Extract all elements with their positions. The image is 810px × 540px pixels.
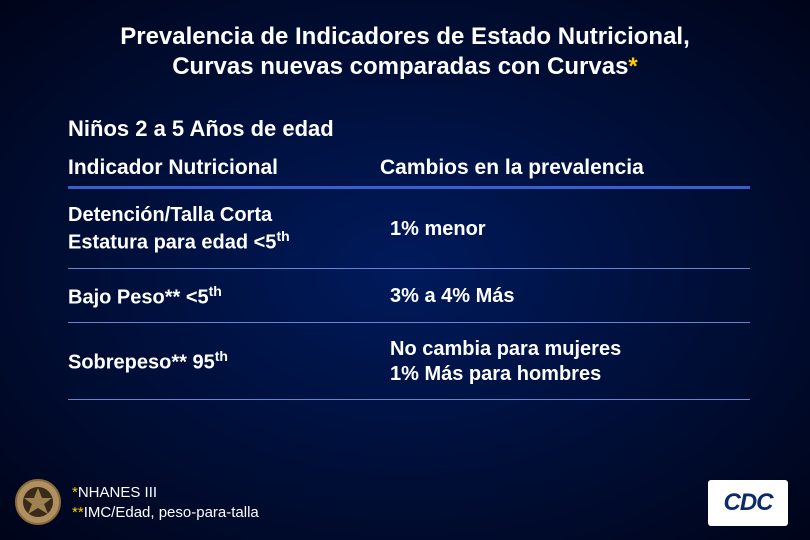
seal-icon xyxy=(14,478,62,526)
title-line1: Prevalencia de Indicadores de Estado Nut… xyxy=(120,23,690,50)
footnote-2: **IMC/Edad, peso-para-talla xyxy=(72,503,259,523)
title-asterisk: * xyxy=(628,53,637,80)
table-row: Detención/Talla CortaEstatura para edad … xyxy=(68,189,750,269)
cdc-logo: CDC xyxy=(708,480,788,526)
cell-indicator: Bajo Peso** <5th xyxy=(68,283,368,311)
footnotes: *NHANES III **IMC/Edad, peso-para-talla xyxy=(72,483,259,522)
header-change: Cambios en la prevalencia xyxy=(368,156,750,180)
cell-change: 3% a 4% Más xyxy=(368,284,750,309)
cell-indicator: Detención/Talla CortaEstatura para edad … xyxy=(68,203,368,256)
footnote-1: *NHANES III xyxy=(72,483,259,503)
table-row: Bajo Peso** <5th 3% a 4% Más xyxy=(68,269,750,324)
title-line2: Curvas nuevas comparadas con Curvas xyxy=(172,53,628,80)
footnote-2-star: ** xyxy=(72,504,84,521)
subtitle: Niños 2 a 5 Años de edad xyxy=(68,116,810,142)
slide-title: Prevalencia de Indicadores de Estado Nut… xyxy=(0,0,810,82)
cdc-logo-text: CDC xyxy=(724,489,773,517)
table-header-row: Indicador Nutricional Cambios en la prev… xyxy=(68,156,750,182)
cell-indicator: Sobrepeso** 95th xyxy=(68,348,368,376)
prevalence-table: Indicador Nutricional Cambios en la prev… xyxy=(68,156,750,400)
header-indicator: Indicador Nutricional xyxy=(68,156,368,180)
cell-change: No cambia para mujeres1% Más para hombre… xyxy=(368,337,750,387)
footnote-1-text: NHANES III xyxy=(78,484,157,501)
cell-change: 1% menor xyxy=(368,217,750,242)
table-row: Sobrepeso** 95th No cambia para mujeres1… xyxy=(68,323,750,400)
footnote-2-text: IMC/Edad, peso-para-talla xyxy=(84,504,259,521)
